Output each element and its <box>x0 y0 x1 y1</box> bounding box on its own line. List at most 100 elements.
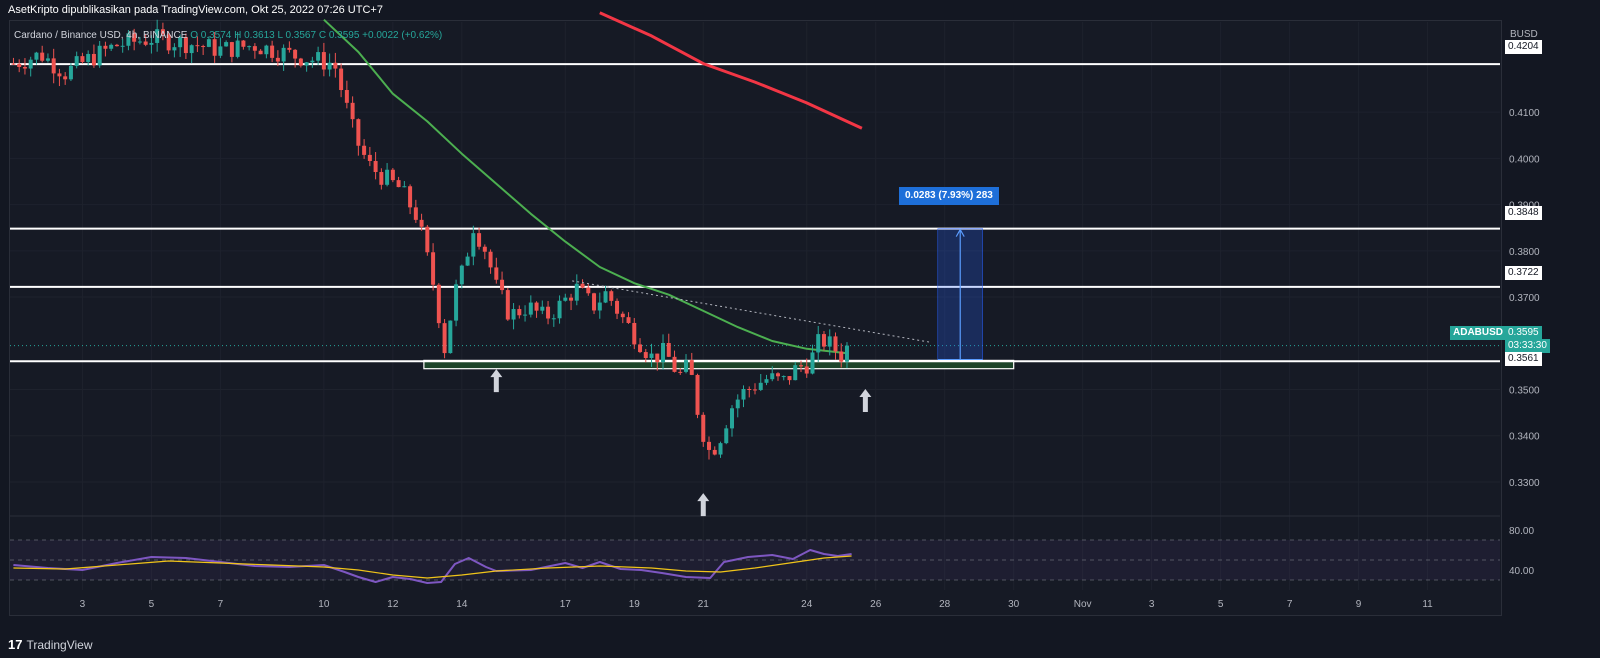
candle-body-139 <box>810 352 815 374</box>
candle-body-58 <box>344 90 349 103</box>
candle-body-119 <box>695 374 700 415</box>
tradingview-logo-icon[interactable]: 17 <box>8 637 23 652</box>
candle-body-45 <box>270 45 275 58</box>
y-tick-label-5: 0.3500 <box>1509 386 1540 397</box>
ohlc-values: O 0.3574 H 0.3613 L 0.3567 C 0.3595 +0.0… <box>190 30 443 41</box>
candle-body-70 <box>413 207 418 220</box>
candle-body-24 <box>149 42 154 45</box>
trendline <box>572 280 931 343</box>
symbol-tag: ADABUSD <box>1450 326 1506 340</box>
symbol-name[interactable]: Cardano / Binance USD, 4h, BINANCE <box>14 30 188 41</box>
x-tick-label-0: 3 <box>80 599 86 610</box>
candle-body-8 <box>57 73 62 77</box>
rsi-ma-line <box>13 555 852 579</box>
candle-body-72 <box>425 226 430 253</box>
candle-body-142 <box>827 336 832 347</box>
candle-body-121 <box>707 441 712 450</box>
axis-currency[interactable]: BUSD <box>1510 29 1538 40</box>
x-tick-label-1: 5 <box>149 599 155 610</box>
candle-body-56 <box>333 62 338 69</box>
candle-body-10 <box>68 65 73 80</box>
candle-body-65 <box>385 169 390 185</box>
candle-body-35 <box>212 39 217 56</box>
candle-body-52 <box>310 60 315 63</box>
trendline-layer <box>572 280 931 343</box>
symbol-bar[interactable]: Cardano / Binance USD, 4h, BINANCE O 0.3… <box>14 30 442 41</box>
candle-body-140 <box>816 334 821 353</box>
footer[interactable]: 17 TradingView <box>8 637 93 652</box>
x-tick-label-2: 7 <box>218 599 224 610</box>
candle-body-38 <box>229 42 234 57</box>
x-tick-label-18: 11 <box>1422 599 1433 610</box>
grid-lines <box>10 22 1500 590</box>
rsi-pane <box>10 539 1500 584</box>
candle-body-144 <box>839 351 844 362</box>
candle-body-9 <box>63 76 68 80</box>
candle-body-32 <box>195 45 200 47</box>
candle-body-87 <box>511 309 516 320</box>
candle-body-21 <box>132 33 137 42</box>
candle-body-75 <box>442 323 447 354</box>
candle-body-60 <box>356 119 361 146</box>
x-tick-label-13: Nov <box>1074 599 1092 610</box>
candle-body-14 <box>91 53 96 66</box>
candle-body-1 <box>17 63 22 68</box>
candle-body-69 <box>408 186 413 208</box>
candle-body-62 <box>367 154 372 162</box>
y-tick-label-6: 0.3400 <box>1509 432 1540 443</box>
candle-body-86 <box>505 290 510 320</box>
horizontal-levels-layer <box>10 63 1500 363</box>
candle-body-67 <box>396 180 401 188</box>
candle-body-108 <box>632 322 637 345</box>
x-tick-label-9: 24 <box>801 599 813 610</box>
candle-body-137 <box>798 365 803 367</box>
candle-body-3 <box>28 59 33 69</box>
chart-area[interactable] <box>9 20 1502 616</box>
x-tick-label-16: 7 <box>1287 599 1293 610</box>
candle-body-115 <box>672 356 677 372</box>
candle-body-63 <box>373 161 378 173</box>
candle-body-26 <box>160 29 165 35</box>
candle-body-25 <box>155 29 160 43</box>
candle-body-73 <box>431 252 436 285</box>
candle-body-88 <box>517 309 522 316</box>
candle-body-97 <box>569 297 574 301</box>
candle-body-93 <box>546 306 551 319</box>
candle-body-66 <box>390 169 395 181</box>
candle-body-136 <box>793 365 798 381</box>
candle-body-39 <box>235 40 240 57</box>
candle-body-90 <box>528 302 533 315</box>
candle-body-59 <box>350 102 355 120</box>
candle-body-4 <box>34 52 39 60</box>
candle-body-40 <box>241 40 246 47</box>
candle-body-98 <box>574 283 579 301</box>
candle-body-42 <box>252 46 257 51</box>
candle-body-46 <box>275 57 280 62</box>
candle-body-64 <box>379 172 384 185</box>
y-tick-label-7: 0.3300 <box>1509 478 1540 489</box>
candle-body-133 <box>775 373 780 377</box>
candle-body-96 <box>563 297 568 301</box>
price-tag-top: 0.4204 <box>1505 40 1542 54</box>
candle-body-103 <box>603 291 608 303</box>
tradingview-brand[interactable]: TradingView <box>26 637 93 652</box>
candle-body-71 <box>419 219 424 227</box>
candle-body-12 <box>80 56 85 62</box>
price-tag-support: 0.3561 <box>1505 352 1542 366</box>
candle-body-29 <box>178 37 183 48</box>
candle-body-80 <box>471 233 476 257</box>
candle-body-54 <box>321 52 326 70</box>
publish-line: AsetKripto dipublikasikan pada TradingVi… <box>8 4 383 16</box>
candle-body-91 <box>534 302 539 311</box>
x-tick-label-14: 3 <box>1149 599 1155 610</box>
y-tick-label-4: 0.3700 <box>1509 293 1540 304</box>
candle-body-81 <box>477 233 482 247</box>
candle-body-138 <box>804 366 809 374</box>
candle-body-130 <box>758 382 763 390</box>
candle-body-99 <box>580 283 585 288</box>
candle-body-53 <box>316 52 321 61</box>
candle-body-37 <box>224 42 229 47</box>
measure-arrow-head <box>955 228 965 237</box>
price-tag-resistance-1: 0.3848 <box>1505 206 1542 220</box>
